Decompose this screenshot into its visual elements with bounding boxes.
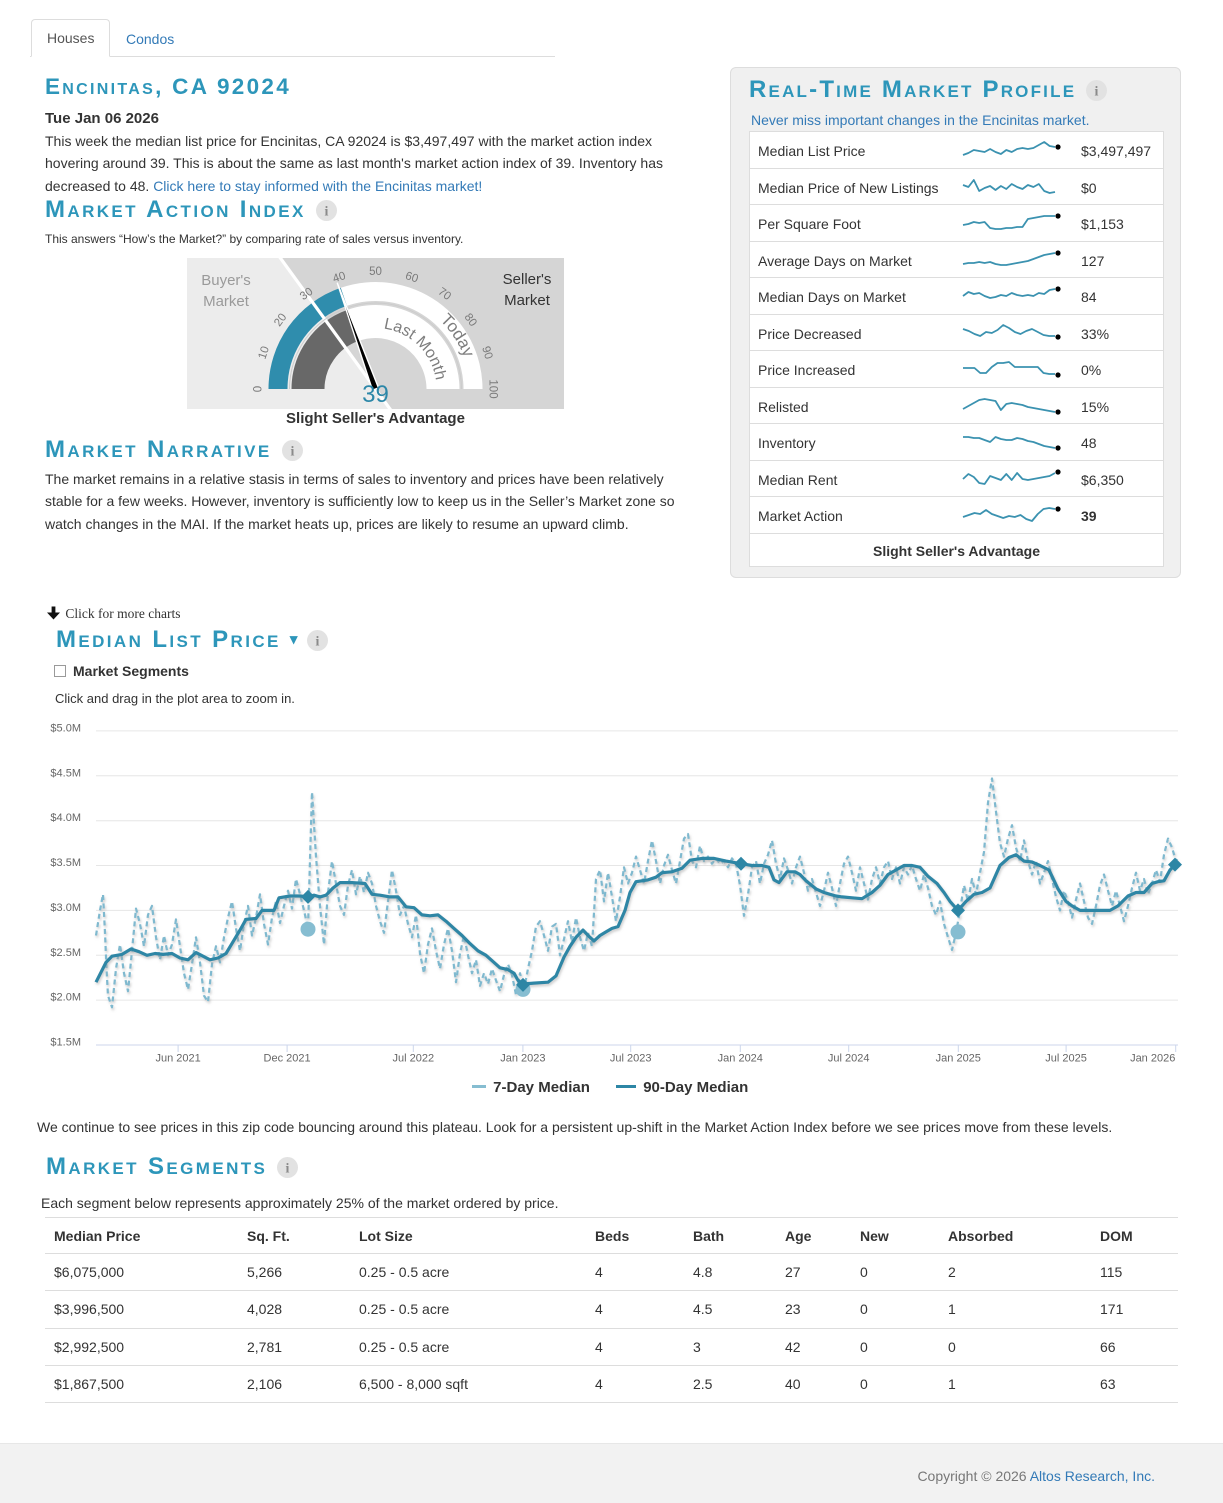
svg-text:$2.5M: $2.5M: [50, 947, 81, 959]
svg-text:Market: Market: [504, 292, 551, 309]
svg-text:$4.0M: $4.0M: [50, 812, 81, 824]
svg-text:Jul 2022: Jul 2022: [393, 1053, 435, 1065]
svg-text:Seller's: Seller's: [503, 271, 552, 288]
svg-text:i: i: [286, 1162, 290, 1177]
svg-text:$3.0M: $3.0M: [50, 902, 81, 914]
svg-text:90: 90: [479, 345, 494, 361]
svg-text:$2.0M: $2.0M: [50, 992, 81, 1004]
svg-text:Jan 2024: Jan 2024: [718, 1053, 763, 1065]
svg-text:$1.5M: $1.5M: [50, 1037, 81, 1049]
svg-text:60: 60: [404, 270, 420, 285]
svg-text:i: i: [324, 205, 328, 220]
svg-text:Jan 2025: Jan 2025: [936, 1053, 981, 1065]
svg-text:100: 100: [486, 379, 498, 398]
svg-text:$5.0M: $5.0M: [50, 722, 81, 734]
svg-text:Dec 2021: Dec 2021: [264, 1053, 311, 1065]
svg-text:10: 10: [257, 345, 272, 361]
svg-text:Jul 2024: Jul 2024: [828, 1053, 870, 1065]
svg-text:40: 40: [331, 270, 347, 285]
svg-text:Jan 2023: Jan 2023: [500, 1053, 545, 1065]
svg-text:i: i: [1095, 85, 1099, 100]
svg-text:i: i: [290, 445, 294, 460]
svg-text:$4.5M: $4.5M: [50, 767, 81, 779]
svg-text:Jan 2026: Jan 2026: [1130, 1053, 1175, 1065]
svg-text:Jun 2021: Jun 2021: [155, 1053, 200, 1065]
svg-text:Jul 2023: Jul 2023: [610, 1053, 652, 1065]
svg-text:Jul 2025: Jul 2025: [1045, 1053, 1087, 1065]
svg-text:Buyer's: Buyer's: [201, 272, 251, 289]
svg-text:i: i: [316, 635, 320, 650]
svg-text:50: 50: [369, 266, 382, 278]
svg-text:$3.5M: $3.5M: [50, 857, 81, 869]
svg-text:Market: Market: [203, 293, 250, 310]
svg-text:0: 0: [253, 386, 265, 392]
